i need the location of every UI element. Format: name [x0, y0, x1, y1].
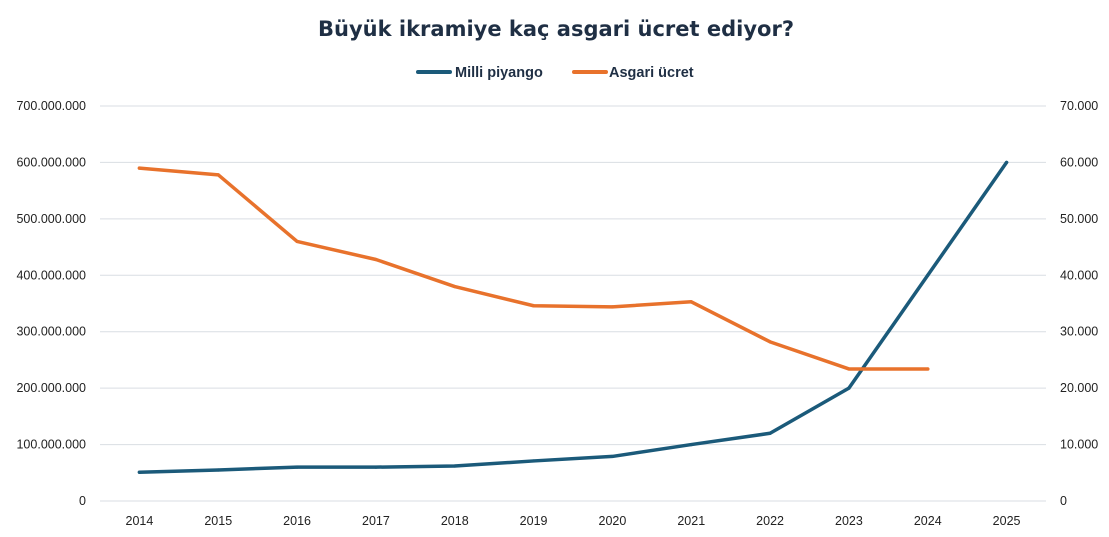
- x-tick-label: 2023: [835, 514, 863, 528]
- data-point: [295, 465, 299, 469]
- data-point: [689, 300, 693, 304]
- right-tick-label: 70.000: [1060, 99, 1098, 113]
- left-tick-label: 100.000.000: [16, 438, 86, 452]
- data-point: [531, 459, 536, 463]
- x-tick-label: 2021: [677, 514, 705, 528]
- right-axis-tick-labels: 0 10.000 20.000 30.000 40.000 50.000 60.000 70.…: [1060, 99, 1098, 508]
- x-tick-label: 2015: [204, 514, 232, 528]
- data-point: [374, 257, 378, 262]
- left-tick-label: 200.000.000: [16, 381, 86, 395]
- gridlines: [100, 105, 1046, 502]
- data-point: [610, 454, 615, 459]
- left-tick-label: 700.000.000: [16, 99, 86, 113]
- chart-title: Büyük ikramiye kaç asgari ücret ediyor?: [318, 17, 794, 41]
- data-point: [926, 367, 930, 371]
- left-tick-label: 600.000.000: [16, 155, 86, 169]
- data-point: [610, 305, 615, 309]
- data-point: [689, 442, 693, 447]
- left-tick-label: 0: [79, 494, 86, 508]
- left-tick-label: 500.000.000: [16, 212, 86, 226]
- right-tick-label: 20.000: [1060, 381, 1098, 395]
- data-point: [847, 386, 851, 390]
- data-point: [453, 464, 457, 468]
- data-point: [137, 166, 142, 170]
- data-point: [926, 273, 930, 277]
- x-tick-label: 2020: [599, 514, 627, 528]
- series-line-asgari-ucret: [137, 166, 930, 371]
- right-tick-label: 60.000: [1060, 155, 1098, 169]
- data-point: [374, 465, 378, 469]
- data-point: [295, 239, 299, 244]
- legend-item-milli-piyango: Milli piyango: [416, 65, 543, 81]
- x-tick-label: 2017: [362, 514, 390, 528]
- data-point: [1004, 160, 1009, 165]
- right-tick-label: 10.000: [1060, 438, 1098, 452]
- x-tick-label: 2019: [520, 514, 548, 528]
- x-tick-label: 2024: [914, 514, 942, 528]
- data-point: [453, 284, 457, 289]
- x-tick-label: 2016: [283, 514, 311, 528]
- data-point: [216, 468, 220, 472]
- x-tick-label: 2022: [756, 514, 784, 528]
- series-lines: [137, 160, 1009, 474]
- data-point: [216, 173, 220, 177]
- left-tick-label: 300.000.000: [16, 325, 86, 339]
- right-tick-label: 0: [1060, 494, 1067, 508]
- data-point: [137, 470, 142, 474]
- data-point: [768, 431, 772, 435]
- x-tick-label: 2014: [126, 514, 154, 528]
- legend-label-asgari-ucret: Asgari ücret: [609, 65, 694, 81]
- right-tick-label: 30.000: [1060, 325, 1098, 339]
- x-tick-label: 2025: [993, 514, 1021, 528]
- legend: Milli piyango Asgari ücret: [416, 65, 694, 81]
- data-point: [768, 340, 772, 344]
- series-line-milli-piyango: [137, 160, 1009, 474]
- legend-label-milli-piyango: Milli piyango: [455, 65, 543, 81]
- legend-item-asgari-ucret: Asgari ücret: [572, 65, 694, 81]
- right-tick-label: 50.000: [1060, 212, 1098, 226]
- left-tick-label: 400.000.000: [16, 268, 86, 282]
- left-axis-tick-labels: 0 100.000.000 200.000.000 300.000.000 400.00…: [16, 99, 86, 508]
- x-axis-tick-labels: 2014 2015 2016 2017 2018 2019 2020 2021 2022 2023…: [126, 514, 1021, 528]
- right-tick-label: 40.000: [1060, 268, 1098, 282]
- data-point: [531, 304, 536, 308]
- x-tick-label: 2018: [441, 514, 469, 528]
- data-point: [847, 367, 851, 371]
